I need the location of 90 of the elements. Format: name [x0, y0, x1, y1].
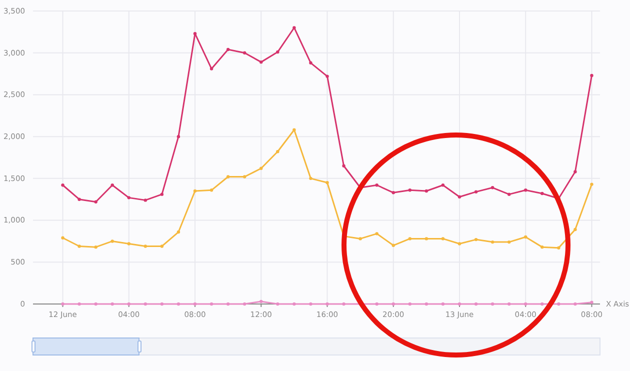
point	[392, 244, 395, 247]
point	[276, 50, 280, 54]
point	[242, 175, 246, 178]
point	[309, 302, 312, 306]
point	[193, 32, 197, 36]
point	[176, 302, 180, 306]
point	[557, 246, 560, 250]
point	[574, 170, 577, 174]
point	[260, 166, 263, 170]
point	[507, 192, 511, 196]
point	[358, 237, 362, 240]
point	[210, 302, 214, 306]
point	[474, 302, 478, 306]
point	[458, 242, 462, 246]
point	[441, 184, 445, 187]
point	[61, 184, 64, 187]
point	[375, 232, 378, 236]
point	[490, 186, 494, 190]
point	[61, 236, 64, 240]
point	[276, 302, 280, 306]
point	[524, 188, 528, 192]
point	[342, 302, 346, 306]
point	[176, 230, 180, 234]
point	[424, 302, 428, 306]
point	[309, 61, 312, 65]
point	[210, 188, 214, 192]
point	[176, 134, 180, 138]
point	[458, 195, 462, 198]
point	[160, 244, 164, 248]
point	[160, 302, 164, 306]
point	[524, 235, 528, 239]
line-series	[61, 128, 594, 250]
point	[408, 302, 412, 306]
point	[474, 238, 478, 242]
point	[490, 302, 494, 306]
point	[292, 26, 296, 30]
point	[260, 60, 263, 64]
point	[540, 192, 544, 196]
point	[375, 184, 378, 187]
point	[590, 300, 594, 304]
point	[144, 198, 148, 202]
line-series	[61, 26, 594, 204]
point	[127, 196, 130, 200]
point	[144, 244, 148, 248]
point	[326, 74, 329, 78]
point	[490, 240, 494, 244]
point	[392, 191, 395, 194]
point	[242, 51, 246, 54]
point	[210, 67, 214, 70]
point	[94, 302, 98, 306]
point	[507, 302, 511, 306]
point	[540, 245, 544, 249]
point	[342, 164, 346, 168]
point	[110, 240, 114, 243]
point	[474, 190, 478, 194]
point	[441, 302, 445, 306]
point	[590, 182, 594, 186]
point	[292, 128, 296, 132]
point	[507, 240, 511, 244]
point	[94, 245, 98, 249]
point	[160, 192, 164, 196]
point	[424, 237, 428, 240]
point	[309, 176, 312, 180]
point	[557, 302, 560, 306]
point	[127, 242, 130, 246]
point	[574, 228, 577, 232]
point	[94, 200, 98, 204]
point	[78, 198, 81, 201]
point	[226, 175, 230, 178]
point	[242, 302, 246, 306]
point	[292, 302, 296, 306]
point	[408, 188, 412, 192]
point	[110, 184, 114, 187]
point	[375, 302, 378, 306]
point	[78, 302, 81, 306]
point	[424, 189, 428, 193]
point	[574, 302, 577, 306]
point	[540, 302, 544, 306]
point	[193, 189, 197, 193]
point	[226, 302, 230, 306]
point	[408, 237, 412, 240]
point	[326, 181, 329, 184]
point	[590, 74, 594, 78]
point	[144, 302, 148, 306]
point	[260, 300, 263, 304]
point	[226, 48, 230, 52]
point	[78, 244, 81, 248]
point	[110, 302, 114, 306]
point	[276, 150, 280, 154]
point	[441, 237, 445, 240]
